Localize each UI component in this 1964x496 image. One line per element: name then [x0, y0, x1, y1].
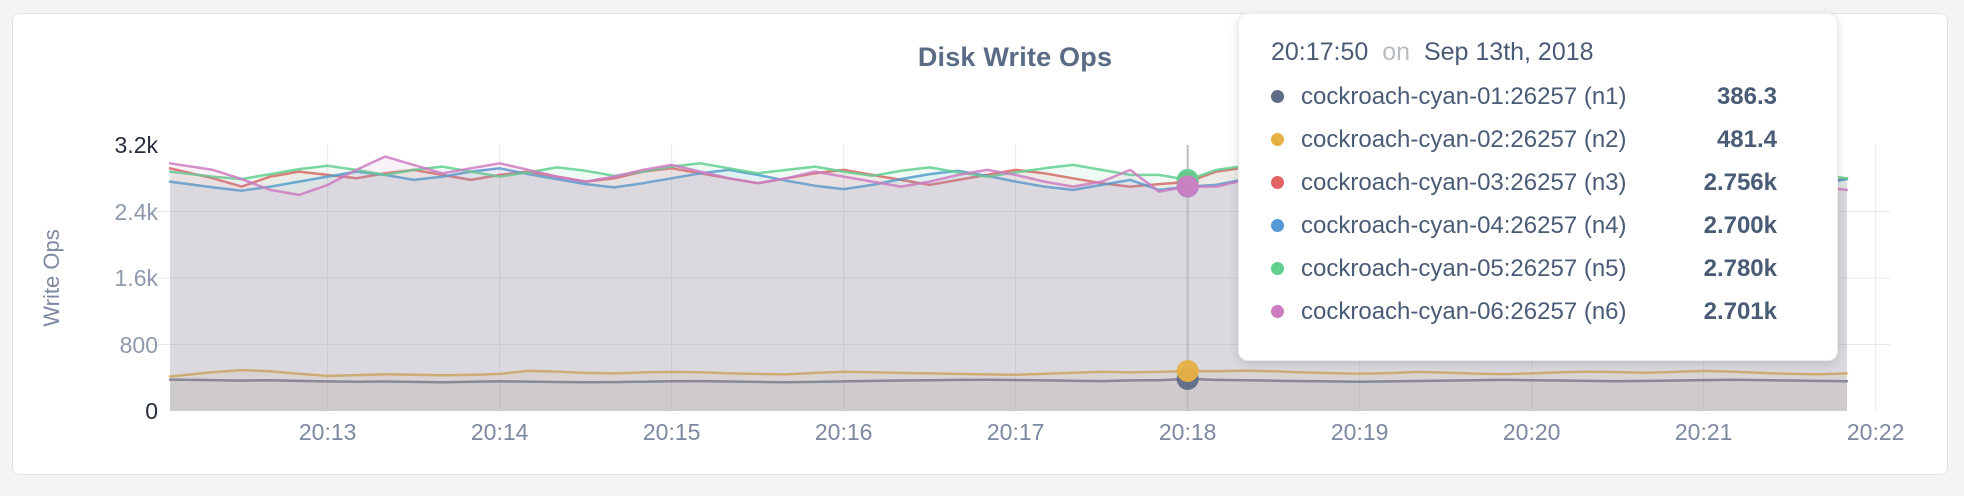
x-tick-label: 20:16: [814, 419, 873, 445]
series-name: cockroach-cyan-05:26257 (n5): [1301, 254, 1627, 282]
x-tick-label: 20:22: [1846, 419, 1905, 445]
series-color-dot-icon: [1271, 305, 1284, 318]
series-value: 481.4: [1716, 125, 1777, 153]
series-path: [168, 377, 1849, 384]
x-tick-label: 20:19: [1330, 419, 1389, 445]
series-color-dot-icon: [1271, 90, 1284, 103]
series-name: cockroach-cyan-06:26257 (n6): [1301, 297, 1627, 325]
tooltip-header: 20:17:50 on Sep 13th, 2018: [1271, 38, 1594, 66]
tooltip-date: [1417, 38, 1424, 66]
tooltip-date-text: Sep 13th, 2018: [1423, 38, 1594, 66]
series-value: 2.756k: [1703, 168, 1777, 196]
hover-marker: [1176, 145, 1199, 411]
x-tick-label: 20:21: [1674, 419, 1733, 445]
x-tick-label: 20:18: [1158, 419, 1217, 445]
tooltip-row: cockroach-cyan-02:26257 (n2) 481.4: [1271, 118, 1777, 161]
y-tick-label: 2.4k: [114, 198, 158, 225]
tooltip-row: cockroach-cyan-06:26257 (n6) 2.701k: [1271, 290, 1777, 333]
series-name: cockroach-cyan-03:26257 (n3): [1301, 168, 1627, 196]
hover-dot-n6: [1176, 175, 1199, 198]
tooltip-rows: cockroach-cyan-01:26257 (n1) 386.3 cockroa…: [1271, 75, 1777, 333]
hover-tooltip: 20:17:50 on Sep 13th, 2018 cockroach-cya…: [1238, 13, 1838, 361]
tooltip-row: cockroach-cyan-05:26257 (n5) 2.780k: [1271, 247, 1777, 290]
y-tick-label: 3.2k: [114, 132, 158, 158]
tooltip-time: 20:17:50: [1271, 38, 1369, 66]
series-value: 2.700k: [1703, 211, 1777, 239]
x-tick-label: 20:14: [470, 419, 529, 445]
tooltip-row: cockroach-cyan-04:26257 (n4) 2.700k: [1271, 204, 1777, 247]
y-tick-label: 1.6k: [114, 265, 158, 291]
tooltip-row: cockroach-cyan-03:26257 (n3) 2.756k: [1271, 161, 1777, 204]
x-tick-label: 20:17: [986, 419, 1045, 445]
series-area: [170, 378, 1847, 411]
hover-dot-n2: [1176, 360, 1199, 383]
series-value: 2.701k: [1703, 297, 1777, 325]
series-color-dot-icon: [1271, 133, 1284, 146]
x-tick-label: 20:13: [298, 419, 357, 445]
series-color-dot-icon: [1271, 219, 1284, 232]
x-tick-label: 20:15: [642, 419, 701, 445]
series-value: 386.3: [1716, 82, 1777, 110]
series-name: cockroach-cyan-04:26257 (n4): [1301, 211, 1627, 239]
series-color-dot-icon: [1271, 176, 1284, 189]
y-tick-label: 0: [145, 398, 158, 424]
series-area: [170, 370, 1847, 411]
series-path: [168, 368, 1849, 378]
y-tick-label: 800: [119, 331, 158, 358]
series-line-n2: [168, 368, 1849, 411]
series-name: cockroach-cyan-02:26257 (n2): [1301, 125, 1627, 153]
series-line-n1: [168, 377, 1849, 411]
x-tick-label: 20:20: [1502, 419, 1561, 445]
tooltip-row: cockroach-cyan-01:26257 (n1) 386.3: [1271, 75, 1777, 118]
series-name: cockroach-cyan-01:26257 (n1): [1301, 82, 1627, 110]
series-color-dot-icon: [1271, 262, 1284, 275]
series-value: 2.780k: [1703, 254, 1777, 282]
chart-title: Disk Write Ops: [917, 42, 1113, 72]
